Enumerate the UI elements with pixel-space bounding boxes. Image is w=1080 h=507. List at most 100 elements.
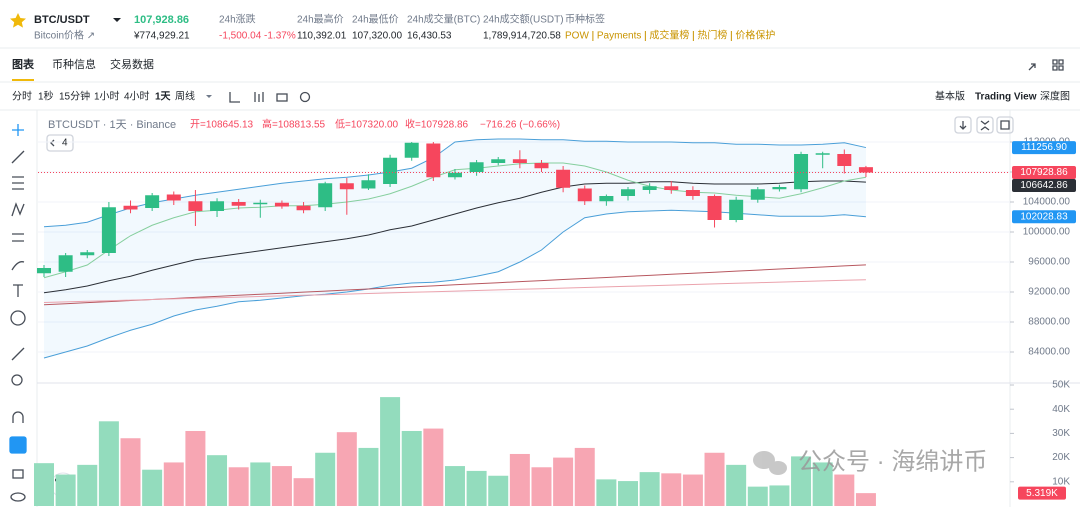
tag[interactable]: 热门榜: [697, 29, 727, 42]
interval-dropdown[interactable]: [206, 95, 212, 98]
volume-bar: [358, 447, 379, 506]
stat-label: 币种标签: [565, 13, 605, 26]
candle-body: [123, 205, 138, 210]
tab[interactable]: 币种信息: [52, 57, 96, 71]
price-tag: [1012, 141, 1076, 155]
indicator-count: 4: [62, 138, 68, 149]
volume-bar: [444, 466, 465, 506]
candle-body: [794, 154, 809, 190]
tag[interactable]: 价格保护: [735, 29, 775, 42]
candle-body: [729, 199, 744, 220]
interval[interactable]: 4小时: [124, 91, 150, 103]
view-option[interactable]: 深度图: [1040, 90, 1070, 103]
candle-body: [145, 195, 160, 208]
candle-body: [534, 163, 549, 169]
price-tag-label: 106642.86: [1020, 180, 1068, 191]
volume-bar: [812, 462, 833, 506]
price-tag-label: 102028.83: [1020, 211, 1068, 222]
volume-bar: [401, 430, 422, 506]
candle-body: [37, 268, 51, 274]
interval[interactable]: 1秒: [38, 90, 54, 103]
volume-bar: [726, 464, 747, 506]
interval[interactable]: 15分钟: [59, 90, 90, 103]
wechat-icon: [753, 451, 787, 475]
volume-bar: [336, 432, 357, 506]
candle-body: [253, 202, 268, 205]
tag[interactable]: 成交量榜: [649, 29, 689, 42]
tab[interactable]: 图表: [12, 57, 35, 71]
candle-body: [685, 190, 700, 196]
stat-value: 110,392.01: [297, 31, 347, 42]
chart-title: BTCUSDT · 1天 · Binance: [48, 119, 176, 131]
candle-body: [491, 159, 506, 163]
stat-label: 24h成交量(BTC): [407, 13, 480, 26]
stat-label: 24h最高价: [297, 13, 344, 26]
volume-bar: [618, 481, 639, 506]
volume-bar: [142, 469, 163, 506]
y-tick-label: 100000.00: [1023, 227, 1071, 238]
subtitle: Bitcoin价格 ↗: [34, 29, 95, 42]
price-tag: [1012, 179, 1076, 193]
candle-body: [210, 201, 225, 211]
chart-tools[interactable]: [46, 91, 1014, 152]
symbol: BTC/USDT: [34, 14, 90, 26]
volume-bar: [682, 474, 703, 506]
volume-bar: [574, 447, 595, 506]
volume-bar: [834, 474, 855, 506]
dropdown[interactable]: [113, 18, 121, 22]
candle-body: [556, 169, 571, 188]
candle-body: [188, 201, 203, 211]
candle-body: [101, 207, 116, 253]
view-option[interactable]: Trading View: [975, 92, 1037, 103]
stat-label: 24h最低价: [352, 13, 399, 26]
volume-bar: [596, 479, 617, 506]
volume-bar: [531, 467, 552, 506]
interval[interactable]: 周线: [175, 90, 195, 103]
price-tag-label: 111256.90: [1021, 142, 1067, 153]
volume-bar: [553, 457, 574, 506]
indicator-line: [43, 138, 867, 228]
indicator-line: [43, 279, 866, 303]
volume-bar: [185, 430, 206, 506]
window-icons[interactable]: [1028, 59, 1064, 71]
candle-body: [231, 202, 246, 206]
interval[interactable]: 分时: [12, 91, 32, 103]
candle-body: [361, 180, 376, 189]
volume-bar: [466, 470, 487, 506]
volume-bar: [163, 462, 184, 506]
volume-bar: [769, 485, 790, 506]
view-option[interactable]: 基本版: [935, 90, 965, 103]
candle-body: [772, 187, 787, 190]
candle-body: [642, 186, 657, 190]
candle-body: [274, 202, 289, 207]
candle-body: [383, 157, 398, 184]
y-tick-label: 84000.00: [1028, 347, 1070, 358]
indicator-line: [43, 209, 866, 359]
stat-value: -1,500.04 -1.37%: [219, 31, 296, 42]
y-tick-label: 88000.00: [1028, 317, 1070, 328]
volume-bar: [791, 456, 812, 506]
volume-bar: [747, 486, 768, 506]
change-label: −716.26 (−0.66%): [480, 120, 560, 131]
candle-body: [404, 142, 419, 158]
candle-body: [339, 183, 354, 190]
ohlc-label: 高=108813.55: [262, 118, 326, 131]
price-tag-label: 107928.86: [1020, 167, 1068, 178]
candle-body: [58, 255, 73, 272]
volume-bar: [228, 467, 249, 506]
tab[interactable]: 交易数据: [110, 57, 154, 71]
volume-bar: [661, 473, 682, 506]
volume-tag-label: 5.319K: [1026, 488, 1058, 499]
favorite-star[interactable]: [10, 13, 26, 28]
interval[interactable]: 1天: [155, 91, 172, 103]
tag[interactable]: Payments: [597, 31, 641, 42]
cny-price: ¥774,929.21: [133, 31, 190, 42]
candle-body: [469, 162, 484, 172]
interval[interactable]: 1小时: [94, 91, 120, 103]
volume-bar: [380, 397, 401, 506]
tag[interactable]: POW: [565, 31, 589, 42]
volume-bar: [98, 421, 119, 506]
candle-body: [426, 143, 441, 178]
